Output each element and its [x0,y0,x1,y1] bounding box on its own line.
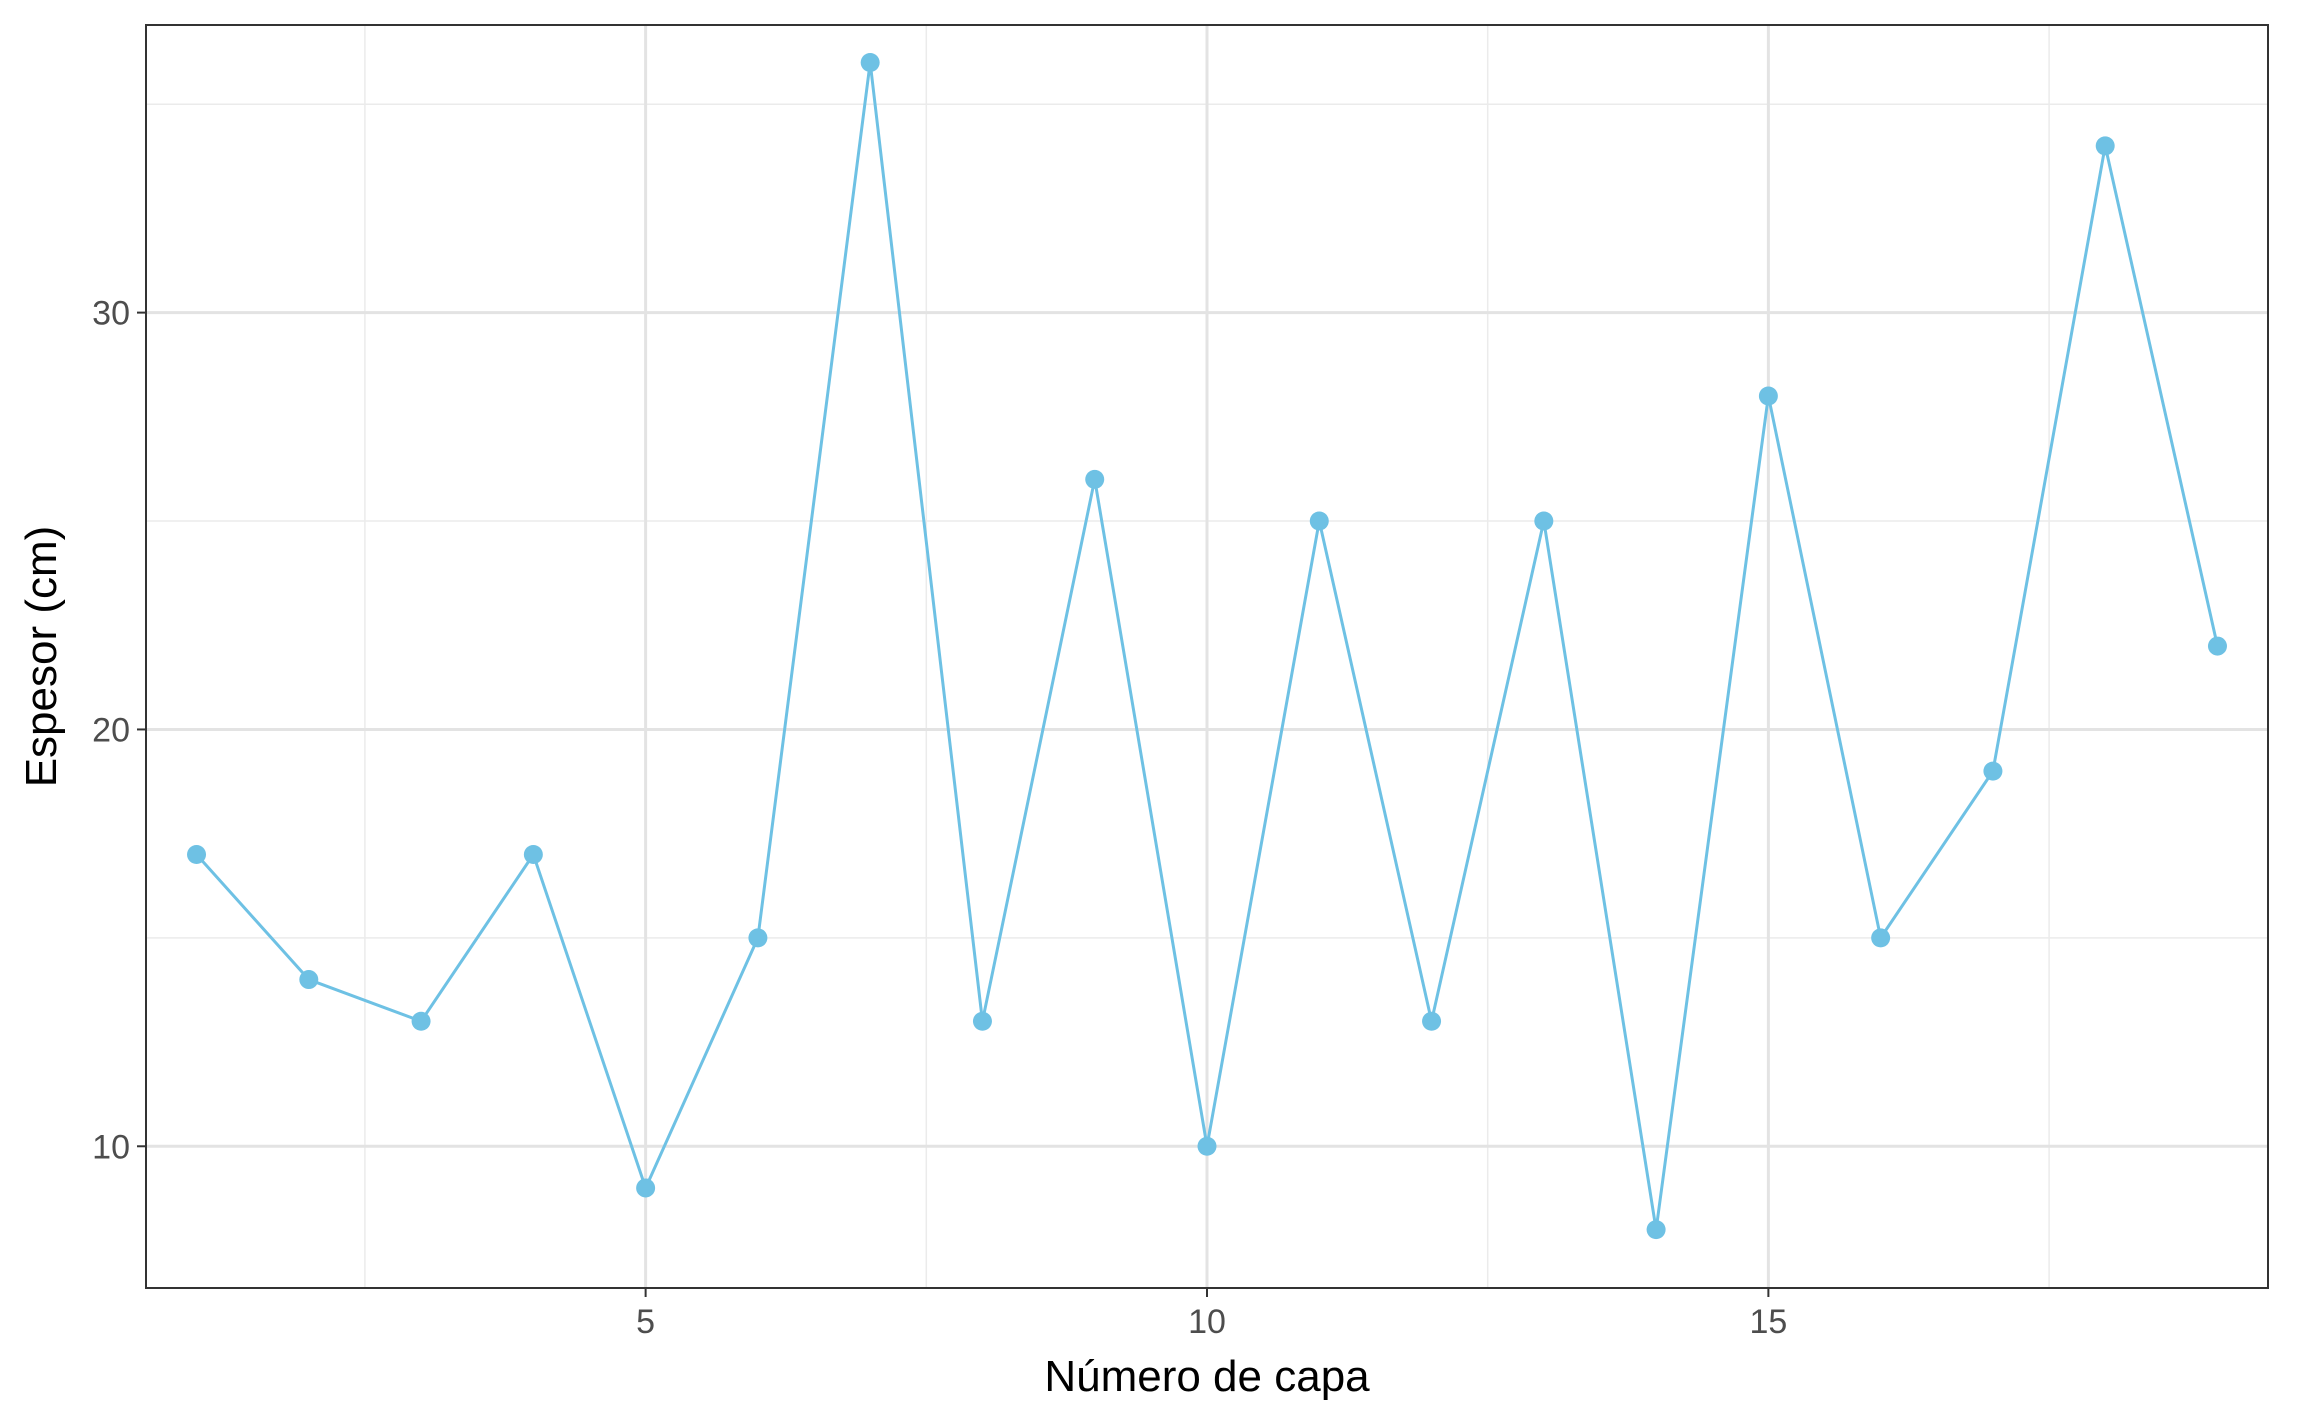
x-axis-title: Número de capa [1044,1352,1370,1401]
data-point [1309,511,1329,531]
x-tick-label: 10 [1188,1303,1226,1341]
data-point [748,928,768,948]
y-tick-label: 10 [92,1128,130,1166]
data-point [523,844,543,864]
data-point [1534,511,1554,531]
x-tick-label: 15 [1749,1303,1787,1341]
grid-major [146,25,2268,1288]
data-point [299,970,319,990]
data-point [187,844,207,864]
y-tick-label: 30 [92,295,130,333]
data-point [1983,761,2003,781]
x-tick-label: 5 [636,1303,655,1341]
data-point [2095,136,2115,156]
x-axis-ticks: 5 10 15 [636,1288,1787,1341]
data-point [1871,928,1891,948]
y-axis-ticks: 10 20 30 [92,295,146,1166]
data-point [411,1011,431,1031]
y-axis-title: Espesor (cm) [17,526,66,788]
y-tick-label: 20 [92,711,130,749]
data-point [1197,1136,1217,1156]
data-point [1646,1220,1666,1240]
series-layer [187,53,2227,1240]
data-point [860,53,880,73]
data-point [1758,386,1778,406]
data-point [1085,469,1105,489]
data-point [972,1011,992,1031]
data-point [1422,1011,1442,1031]
data-point [636,1178,656,1198]
data-point [2207,636,2227,656]
